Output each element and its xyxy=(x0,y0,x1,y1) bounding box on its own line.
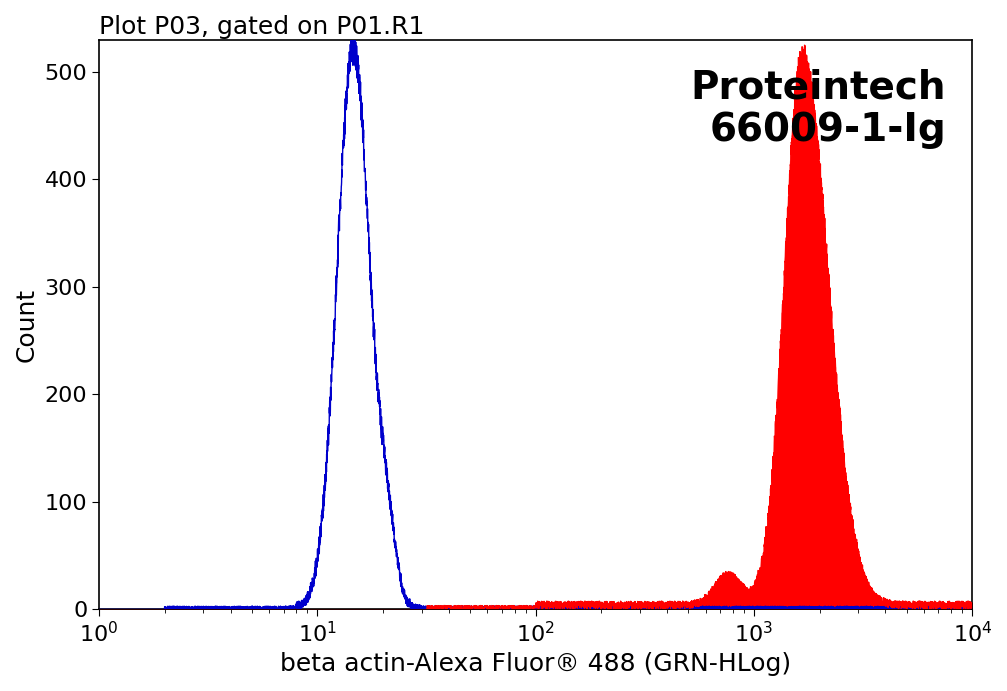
Y-axis label: Count: Count xyxy=(15,287,39,361)
Text: Plot P03, gated on P01.R1: Plot P03, gated on P01.R1 xyxy=(99,15,425,39)
Text: Proteintech
66009-1-Ig: Proteintech 66009-1-Ig xyxy=(691,68,946,149)
X-axis label: beta actin-Alexa Fluor® 488 (GRN-HLog): beta actin-Alexa Fluor® 488 (GRN-HLog) xyxy=(280,652,792,676)
